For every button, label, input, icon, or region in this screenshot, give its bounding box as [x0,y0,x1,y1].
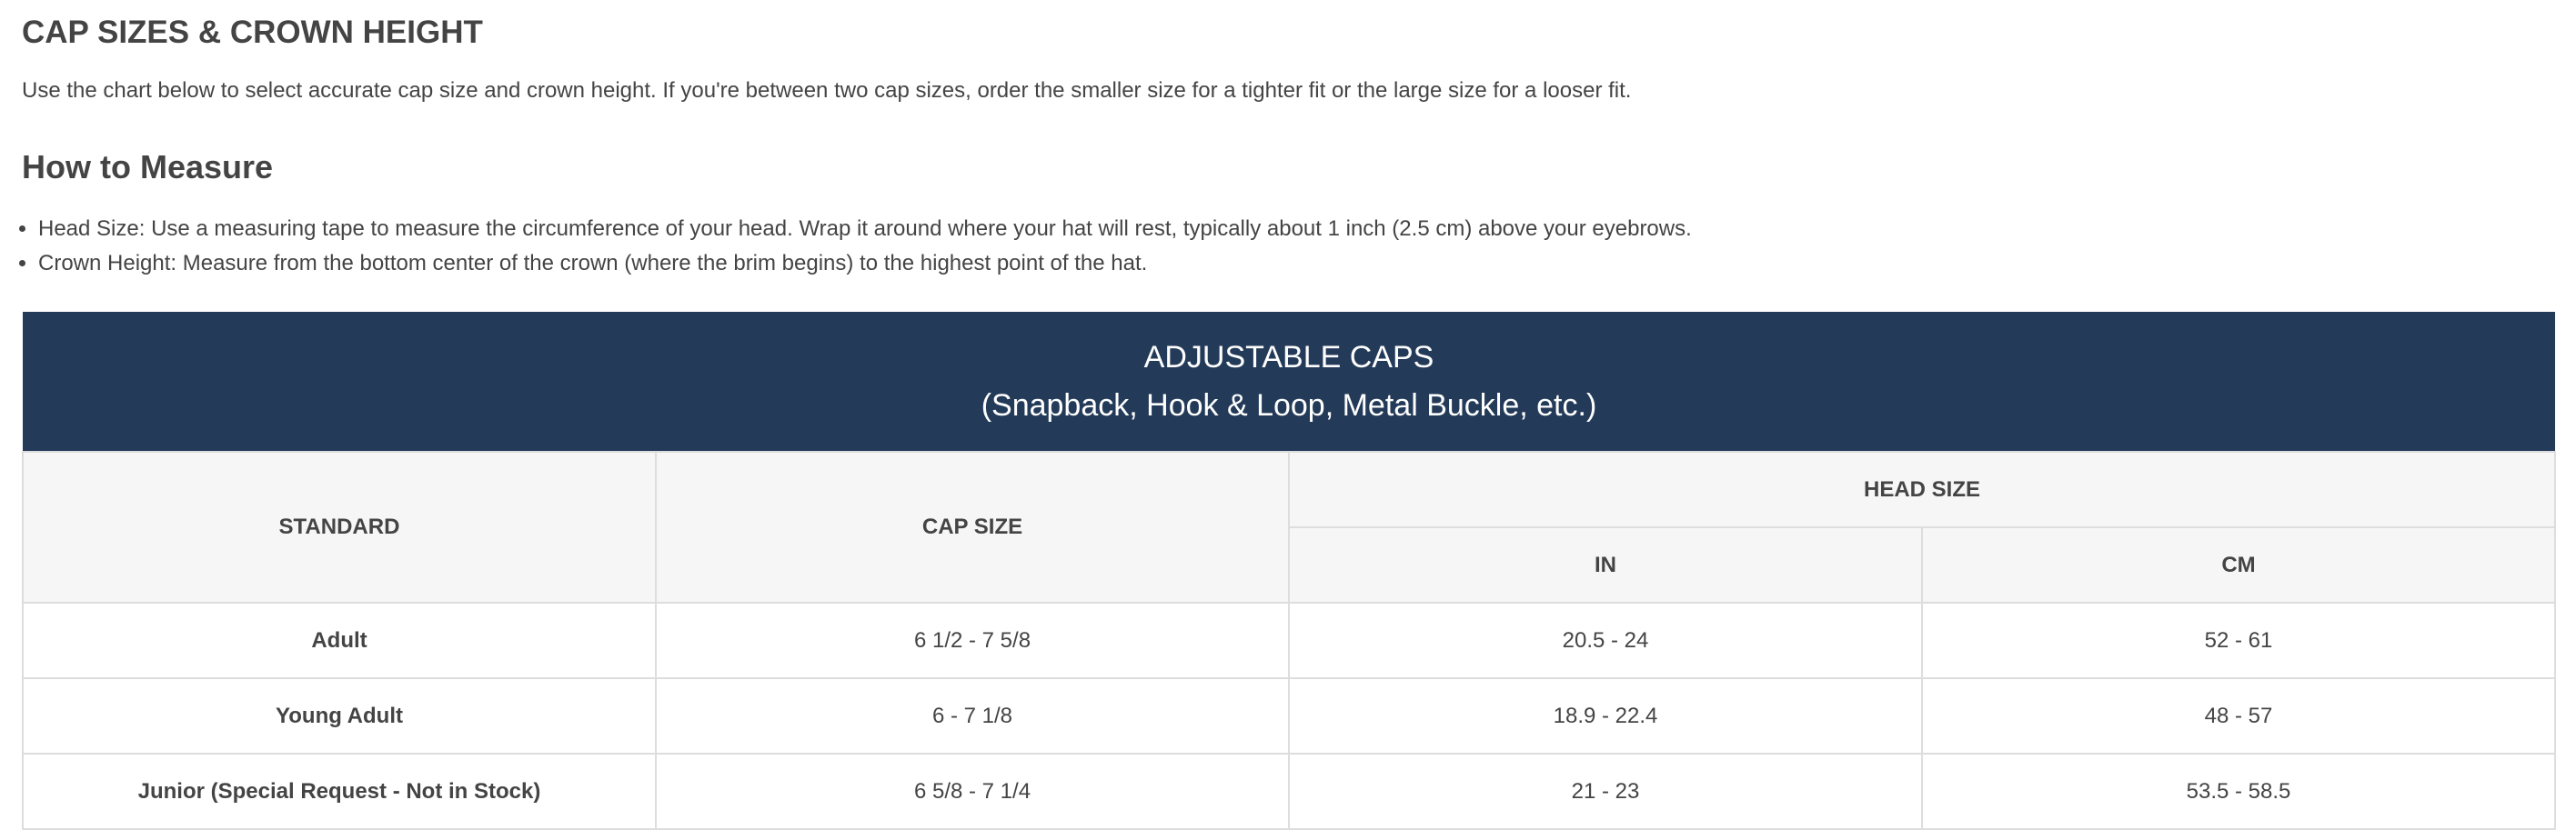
table-row: Adult 6 1/2 - 7 5/8 20.5 - 24 52 - 61 [22,602,2556,679]
table-subtitle: (Snapback, Hook & Loop, Metal Buckle, et… [981,387,1597,423]
page-title: CAP SIZES & CROWN HEIGHT [22,15,483,50]
cell-cap-size: 6 1/2 - 7 5/8 [655,602,1290,679]
cell-cap-size: 6 5/8 - 7 1/4 [655,753,1290,830]
table-row: Junior (Special Request - Not in Stock) … [22,753,2556,830]
cell-cm: 48 - 57 [1921,677,2556,755]
table-title-band: ADJUSTABLE CAPS (Snapback, Hook & Loop, … [23,312,2555,452]
list-item-crown-height: Crown Height: Measure from the bottom ce… [38,246,1692,281]
cell-in: 18.9 - 22.4 [1288,677,1923,755]
header-head-size: HEAD SIZE [1288,451,2556,528]
cell-in: 21 - 23 [1288,753,1923,830]
cell-standard: Young Adult [22,677,657,755]
cell-standard: Adult [22,602,657,679]
size-chart-table: ADJUSTABLE CAPS (Snapback, Hook & Loop, … [22,312,2556,830]
header-cap-size: CAP SIZE [655,451,1290,604]
list-item-head-size: Head Size: Use a measuring tape to measu… [38,212,1692,246]
how-to-measure-list: Head Size: Use a measuring tape to measu… [0,212,1692,281]
intro-text: Use the chart below to select accurate c… [22,78,1632,103]
header-cm: CM [1921,526,2556,604]
cell-cm: 52 - 61 [1921,602,2556,679]
how-to-measure-heading: How to Measure [22,148,274,185]
cell-in: 20.5 - 24 [1288,602,1923,679]
header-standard: STANDARD [22,451,657,604]
header-in: IN [1288,526,1923,604]
cell-cap-size: 6 - 7 1/8 [655,677,1290,755]
cell-cm: 53.5 - 58.5 [1921,753,2556,830]
cell-standard: Junior (Special Request - Not in Stock) [22,753,657,830]
table-row: Young Adult 6 - 7 1/8 18.9 - 22.4 48 - 5… [22,677,2556,755]
table-title: ADJUSTABLE CAPS [1143,339,1434,375]
